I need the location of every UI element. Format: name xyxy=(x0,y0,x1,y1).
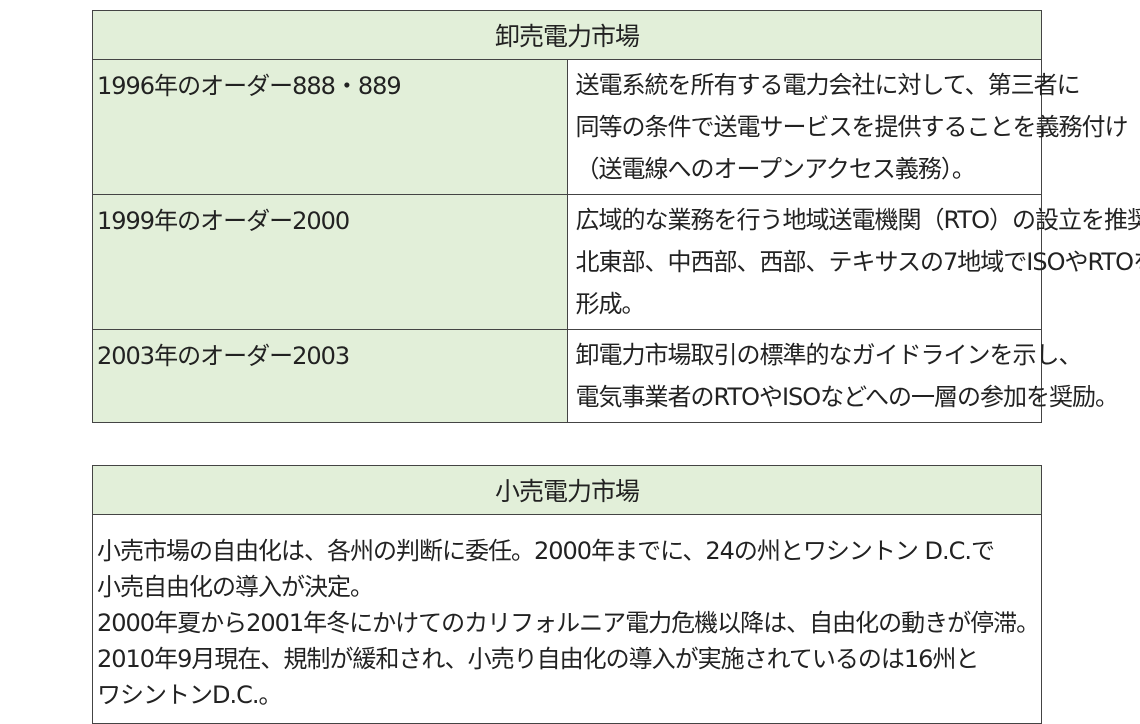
text-line: 送電系統を所有する電力会社に対して、第三者に xyxy=(575,71,1081,99)
table-row: 2003年のオーダー2003 卸電力市場取引の標準的なガイドラインを示し、 電気… xyxy=(92,329,1119,423)
order-description: 卸電力市場取引の標準的なガイドラインを示し、 電気事業者のRTOやISOなどへの… xyxy=(566,329,1119,423)
text-line: 同等の条件で送電サービスを提供することを義務付け xyxy=(575,113,1129,141)
order-label: 2003年のオーダー2003 xyxy=(92,329,568,423)
retail-description: 小売市場の自由化は、各州の判断に委任。2000年までに、24の州とワシントン D… xyxy=(92,514,1042,724)
text-line: 電気事業者のRTOやISOなどへの一層の参加を奨励。 xyxy=(575,383,1119,411)
order-label: 1999年のオーダー2000 xyxy=(92,194,568,330)
text-line: 2000年夏から2001年冬にかけてのカリフォルニア電力危機以降は、自由化の動き… xyxy=(97,609,1040,637)
order-label: 1996年のオーダー888・889 xyxy=(92,59,568,195)
order-description: 送電系統を所有する電力会社に対して、第三者に 同等の条件で送電サービスを提供する… xyxy=(566,59,1129,195)
wholesale-table-title: 卸売電力市場 xyxy=(92,10,1042,60)
text-line: （送電線へのオープンアクセス義務）。 xyxy=(575,155,976,183)
text-line: 広域的な業務を行う地域送電機関（RTO）の設立を推奨。 xyxy=(575,206,1140,234)
order-description: 広域的な業務を行う地域送電機関（RTO）の設立を推奨。 北東部、中西部、西部、テ… xyxy=(566,194,1140,330)
text-line: 北東部、中西部、西部、テキサスの7地域でISOやRTOを xyxy=(575,248,1140,276)
text-line: 形成。 xyxy=(575,290,646,318)
table-row: 1996年のオーダー888・889 送電系統を所有する電力会社に対して、第三者に… xyxy=(92,59,1129,195)
text-line: 卸電力市場取引の標準的なガイドラインを示し、 xyxy=(575,341,1083,369)
retail-market-table: 小売電力市場 小売市場の自由化は、各州の判断に委任。2000年までに、24の州と… xyxy=(92,465,1042,724)
text-line: ワシントンD.C.。 xyxy=(97,681,283,709)
text-line: 小売市場の自由化は、各州の判断に委任。2000年までに、24の州とワシントン D… xyxy=(97,537,995,565)
text-line: 2010年9月現在、規制が緩和され、小売り自由化の導入が実施されているのは16州… xyxy=(97,645,979,673)
wholesale-market-table: 卸売電力市場 1996年のオーダー888・889 送電系統を所有する電力会社に対… xyxy=(92,10,1140,423)
retail-table-title: 小売電力市場 xyxy=(92,465,1042,515)
text-line: 小売自由化の導入が決定。 xyxy=(97,573,374,601)
table-row: 1999年のオーダー2000 広域的な業務を行う地域送電機関（RTO）の設立を推… xyxy=(92,194,1140,330)
